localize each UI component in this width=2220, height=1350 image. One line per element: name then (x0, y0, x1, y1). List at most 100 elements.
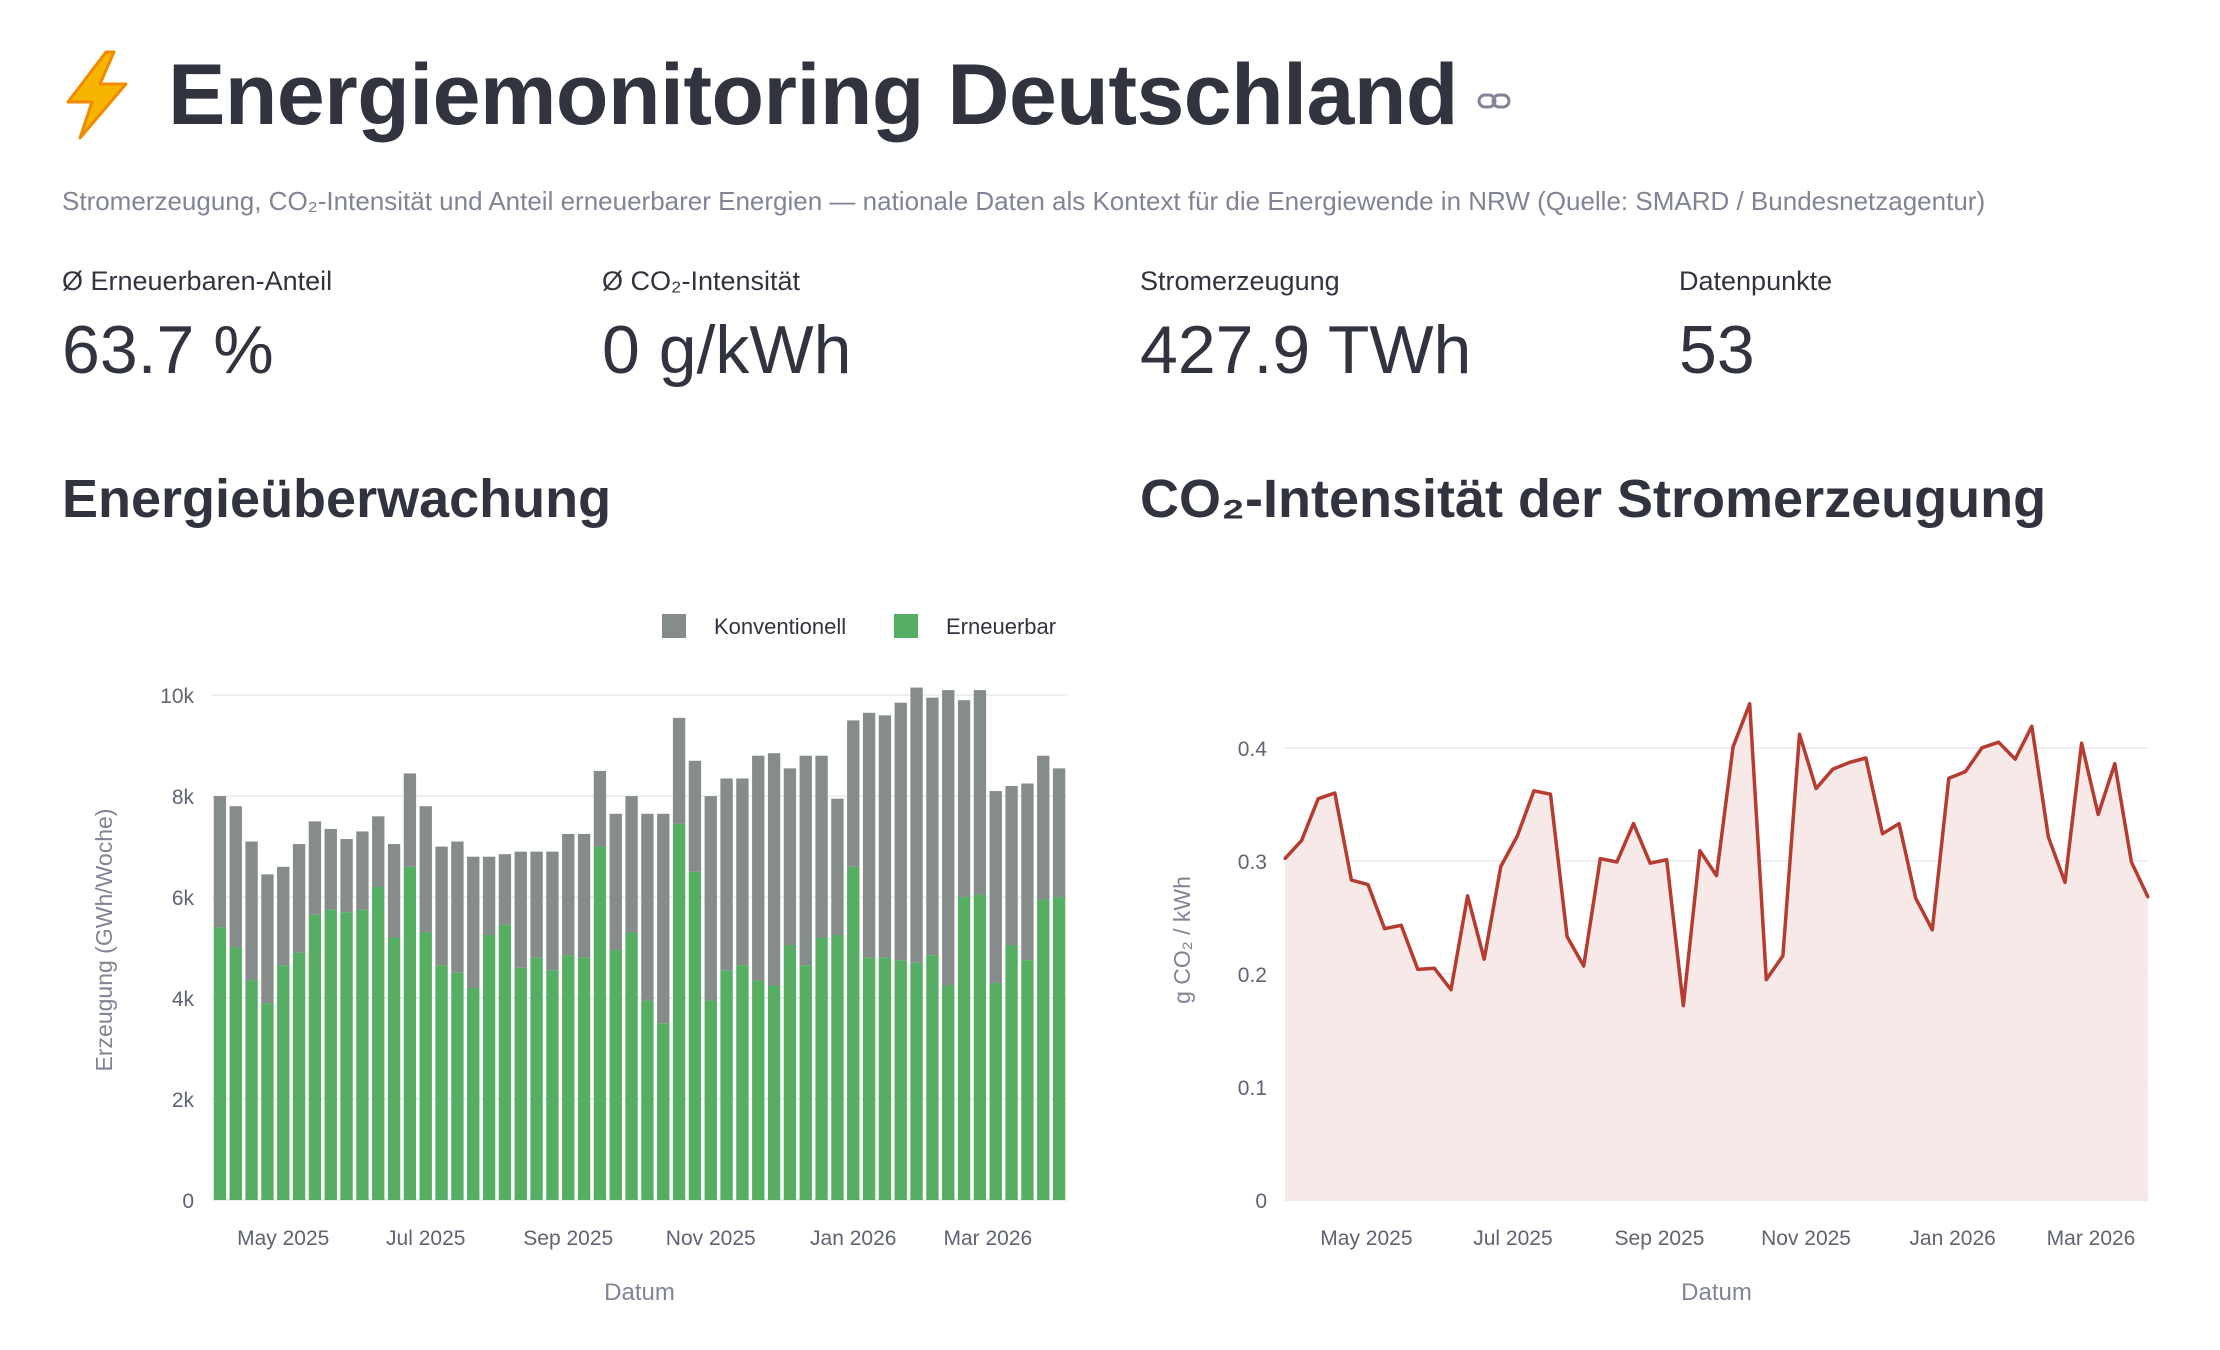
bar-conventional (482, 856, 496, 935)
metric-value: 0 g/kWh (602, 312, 852, 388)
co2-data-point (1847, 761, 1851, 765)
co2-data-point (2080, 741, 2084, 745)
x-tick-label: Mar 2026 (2047, 1227, 2136, 1250)
bar-conventional (878, 715, 892, 958)
metric-co2-intensity: Ø CO₂-Intensität 0 g/kWh (602, 266, 851, 389)
bar-renewable (340, 912, 353, 1200)
bar-conventional (752, 755, 765, 981)
bar-conventional (926, 697, 939, 956)
bar-renewable (324, 909, 337, 1200)
metric-label: Stromerzeugung (1140, 266, 1340, 296)
co2-data-point (1880, 832, 1884, 836)
bar-renewable (799, 965, 812, 1200)
bar-renewable (435, 965, 448, 1200)
bar-conventional (245, 841, 258, 981)
bar-conventional (261, 874, 274, 1004)
co2-data-point (1283, 857, 1287, 861)
co2-data-point (1864, 756, 1868, 760)
bar-conventional (277, 866, 290, 966)
bar-renewable (910, 962, 923, 1200)
bar-renewable (926, 955, 939, 1200)
co2-data-point (1731, 745, 1735, 749)
y-tick-label: 0 (182, 1190, 194, 1213)
bar-conventional (213, 796, 227, 928)
co2-data-point (1549, 792, 1553, 796)
generation-bar-chart[interactable]: 0 2k 4k 6k 8k 10k May 2025 Jul 2025 Sep 2025 Nov … (62, 590, 1102, 1320)
bar-conventional (736, 778, 749, 966)
x-axis-title: Datum (1681, 1279, 1752, 1306)
co2-data-point (2030, 724, 2034, 728)
x-tick-label: Jul 2025 (1473, 1227, 1552, 1250)
bar-renewable (277, 965, 290, 1200)
co2-data-point (1632, 822, 1636, 826)
co2-data-point (1399, 923, 1403, 927)
bar-renewable (213, 927, 227, 1200)
co2-data-point (1515, 834, 1519, 838)
bar-renewable (451, 972, 464, 1200)
bar-conventional (910, 687, 923, 963)
bar-renewable (498, 924, 512, 1200)
legend-swatch-renewable (894, 614, 918, 638)
co2-data-point (1349, 878, 1353, 882)
bar-renewable (387, 937, 401, 1200)
bar-renewable (292, 952, 306, 1200)
bar-conventional (657, 813, 670, 1024)
metric-power-generation: Stromerzeugung 427.9 TWh (1140, 266, 1471, 389)
co2-data-point (1300, 839, 1304, 843)
bar-renewable (1052, 897, 1066, 1200)
bar-renewable (973, 894, 987, 1200)
lightning-bolt-icon (66, 50, 128, 140)
y-tick-label: 0.1 (1238, 1077, 1267, 1100)
y-axis-title: Erzeugung (GWh/Woche) (91, 809, 117, 1072)
bar-renewable (862, 957, 876, 1200)
co2-data-point (1565, 935, 1569, 939)
x-tick-label: May 2025 (1320, 1227, 1412, 1250)
co2-data-point (1963, 770, 1967, 774)
page-title: Energiemonitoring Deutschland (168, 46, 1458, 143)
bar-conventional (419, 806, 432, 933)
co2-data-point (1914, 896, 1918, 900)
bar-renewable (783, 945, 797, 1200)
bar-conventional (688, 760, 702, 872)
bar-conventional (308, 821, 322, 915)
bar-renewable (989, 982, 1002, 1200)
bar-conventional (530, 851, 543, 958)
page-subtitle: Stromerzeugung, CO₂-Intensität und Antei… (62, 186, 1986, 216)
bar-conventional (577, 833, 591, 958)
bar-conventional (546, 851, 559, 971)
bar-renewable (894, 960, 907, 1200)
bar-conventional (593, 770, 607, 847)
bar-renewable (514, 967, 527, 1200)
co2-data-point (1930, 928, 1934, 932)
bar-renewable (593, 846, 607, 1200)
co2-data-point (1814, 787, 1818, 791)
co2-data-point (1947, 776, 1951, 780)
co2-data-point (1797, 732, 1801, 736)
co2-area-fill (1285, 703, 2148, 1200)
bar-renewable (767, 985, 781, 1200)
y-tick-label: 0.4 (1238, 738, 1268, 761)
legend-swatch-conventional (662, 614, 686, 638)
page-header: Energiemonitoring Deutschland (62, 40, 1512, 150)
co2-data-point (1665, 858, 1669, 862)
bar-conventional (435, 846, 448, 966)
metric-value: 427.9 TWh (1140, 312, 1472, 388)
bar-conventional (562, 833, 575, 956)
co2-data-point (2013, 757, 2017, 761)
section-title-co2: CO₂-Intensität der Stromerzeugung (1140, 469, 2047, 529)
bar-conventional (498, 854, 512, 925)
bar-conventional (451, 841, 464, 973)
co2-data-point (1748, 702, 1752, 706)
legend-label-renewable: Erneuerbar (946, 614, 1056, 639)
co2-data-point (2046, 835, 2050, 839)
metric-label: Datenpunkte (1679, 266, 1833, 296)
co2-data-point (1383, 927, 1387, 931)
link-icon[interactable] (1476, 83, 1512, 119)
metric-data-points: Datenpunkte 53 (1679, 266, 1832, 389)
bar-renewable (752, 980, 765, 1200)
co2-intensity-chart[interactable]: 0 0.1 0.2 0.3 0.4 May 2025 Jul 2025 Sep 2025 Nov… (1140, 590, 2160, 1320)
co2-data-point (1615, 860, 1619, 864)
bar-renewable (546, 970, 559, 1200)
co2-data-point (1997, 740, 2001, 744)
x-tick-label: Sep 2025 (523, 1227, 613, 1250)
